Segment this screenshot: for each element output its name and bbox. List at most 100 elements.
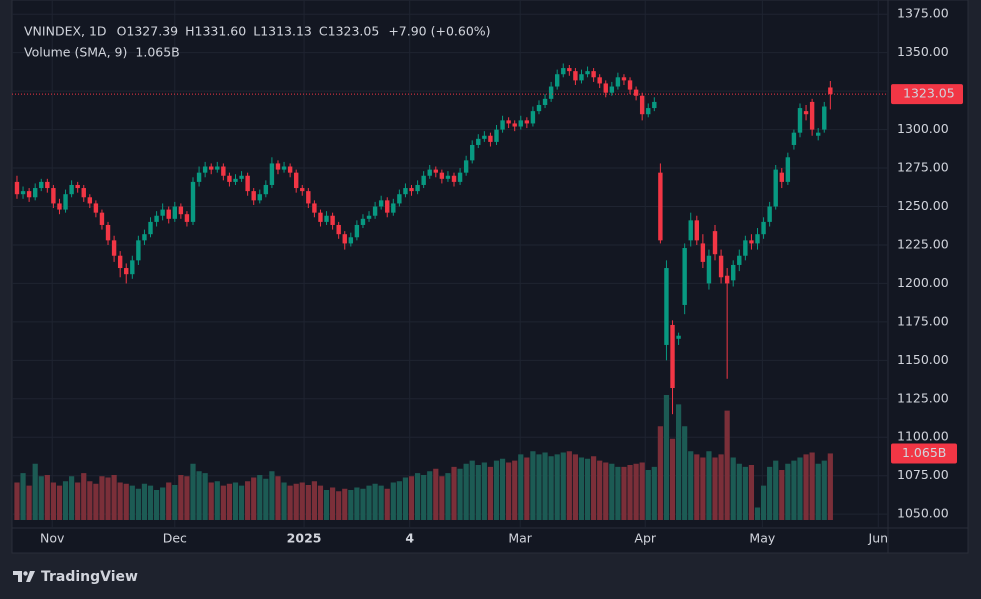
candle-body: [300, 188, 305, 192]
volume-bar: [214, 481, 220, 520]
volume-bar: [518, 454, 524, 520]
candle-body: [439, 172, 445, 179]
volume-bar: [445, 473, 451, 520]
candle-body: [445, 175, 451, 179]
candle-body: [57, 203, 62, 210]
ohlc-value: 1323.05: [328, 24, 380, 39]
volume-bar: [633, 463, 639, 520]
y-tick-label: 1225.00: [897, 236, 949, 251]
candle-body: [184, 214, 190, 222]
candle-body: [803, 111, 809, 115]
candle-body: [724, 275, 730, 284]
volume-bar: [530, 451, 536, 520]
candle-body: [366, 215, 372, 219]
candle-body: [494, 129, 499, 142]
volume-bar: [791, 460, 797, 520]
volume-bar: [196, 471, 202, 520]
x-tick-label: Jun: [868, 531, 889, 546]
volume-bar: [396, 481, 402, 520]
candle-body: [385, 200, 390, 213]
volume-bar: [208, 482, 214, 520]
volume-bar: [342, 488, 348, 520]
candle-body: [463, 160, 469, 173]
volume-bar: [263, 478, 269, 520]
volume-bar: [767, 466, 773, 520]
candle-body: [688, 220, 693, 241]
candle-body: [682, 248, 687, 305]
volume-bar: [69, 476, 75, 520]
volume-bar: [330, 487, 336, 520]
volume-bar: [785, 463, 791, 520]
chart-pane: [11, 0, 969, 554]
candle-body: [828, 87, 833, 95]
candle-body: [621, 77, 627, 81]
volume-bar: [724, 410, 730, 520]
volume-bar: [62, 481, 69, 520]
candle-body: [603, 83, 608, 93]
x-tick-label: Mar: [508, 531, 532, 546]
candle-body: [573, 71, 578, 81]
candle-body: [743, 240, 748, 256]
volume-bar: [238, 485, 245, 520]
volume-bar: [402, 477, 409, 520]
x-tick-label: Dec: [163, 531, 187, 546]
volume-bar: [202, 473, 208, 520]
brand-logo: [13, 571, 35, 582]
volume-bar: [578, 457, 585, 520]
candle-body: [190, 181, 196, 222]
candle-body: [63, 194, 68, 210]
volume-bar: [821, 460, 827, 520]
volume-bar: [591, 456, 597, 520]
candle-body: [615, 77, 621, 87]
candle-body: [409, 188, 414, 192]
ohlc-name: C: [319, 24, 328, 39]
brand: TradingView: [41, 569, 138, 585]
volume-bar: [366, 485, 372, 520]
volume-bar: [669, 438, 676, 520]
volume-bar: [153, 490, 160, 520]
y-tick-label: 1250.00: [897, 198, 949, 213]
y-tick-label: 1200.00: [897, 275, 949, 290]
volume-bar: [675, 404, 682, 520]
volume-bar: [408, 476, 415, 520]
volume-bar: [348, 490, 354, 520]
volume-bar: [281, 482, 287, 520]
candle-body: [239, 175, 244, 179]
y-tick-label: 1075.00: [897, 467, 949, 482]
volume-bar: [566, 451, 572, 520]
candle-body: [221, 166, 226, 176]
y-tick-label: 1100.00: [897, 429, 949, 444]
volume-bar: [736, 463, 742, 520]
candle-body: [457, 172, 463, 182]
candle-body: [433, 169, 438, 173]
volume-bar: [554, 454, 560, 520]
volume-bar: [293, 483, 299, 520]
candle-body: [330, 215, 335, 225]
candle-body: [93, 203, 99, 213]
volume-bar: [354, 487, 360, 520]
volume-bar: [287, 485, 293, 520]
candle-body: [342, 234, 347, 244]
volume-bar: [621, 466, 627, 520]
volume-bar: [372, 483, 378, 520]
x-tick-label: 2025: [287, 531, 322, 546]
volume-bar: [323, 490, 330, 520]
volume-bar: [172, 485, 178, 520]
volume-bar: [360, 488, 366, 520]
volume-bar: [645, 470, 651, 520]
candle-body: [318, 212, 323, 222]
candle-body: [111, 240, 117, 256]
symbol-title: VNINDEX, 1D: [24, 24, 107, 39]
volume-bar: [38, 476, 44, 520]
last-price-tag: [891, 84, 963, 105]
volume-bar: [748, 465, 755, 520]
candle-body: [731, 264, 736, 281]
candle-body: [306, 191, 311, 204]
candle-body: [542, 98, 548, 105]
volume-bar: [742, 466, 748, 520]
x-tick-label: Nov: [40, 531, 65, 546]
candle-body: [518, 120, 523, 127]
volume-bar: [712, 457, 718, 520]
